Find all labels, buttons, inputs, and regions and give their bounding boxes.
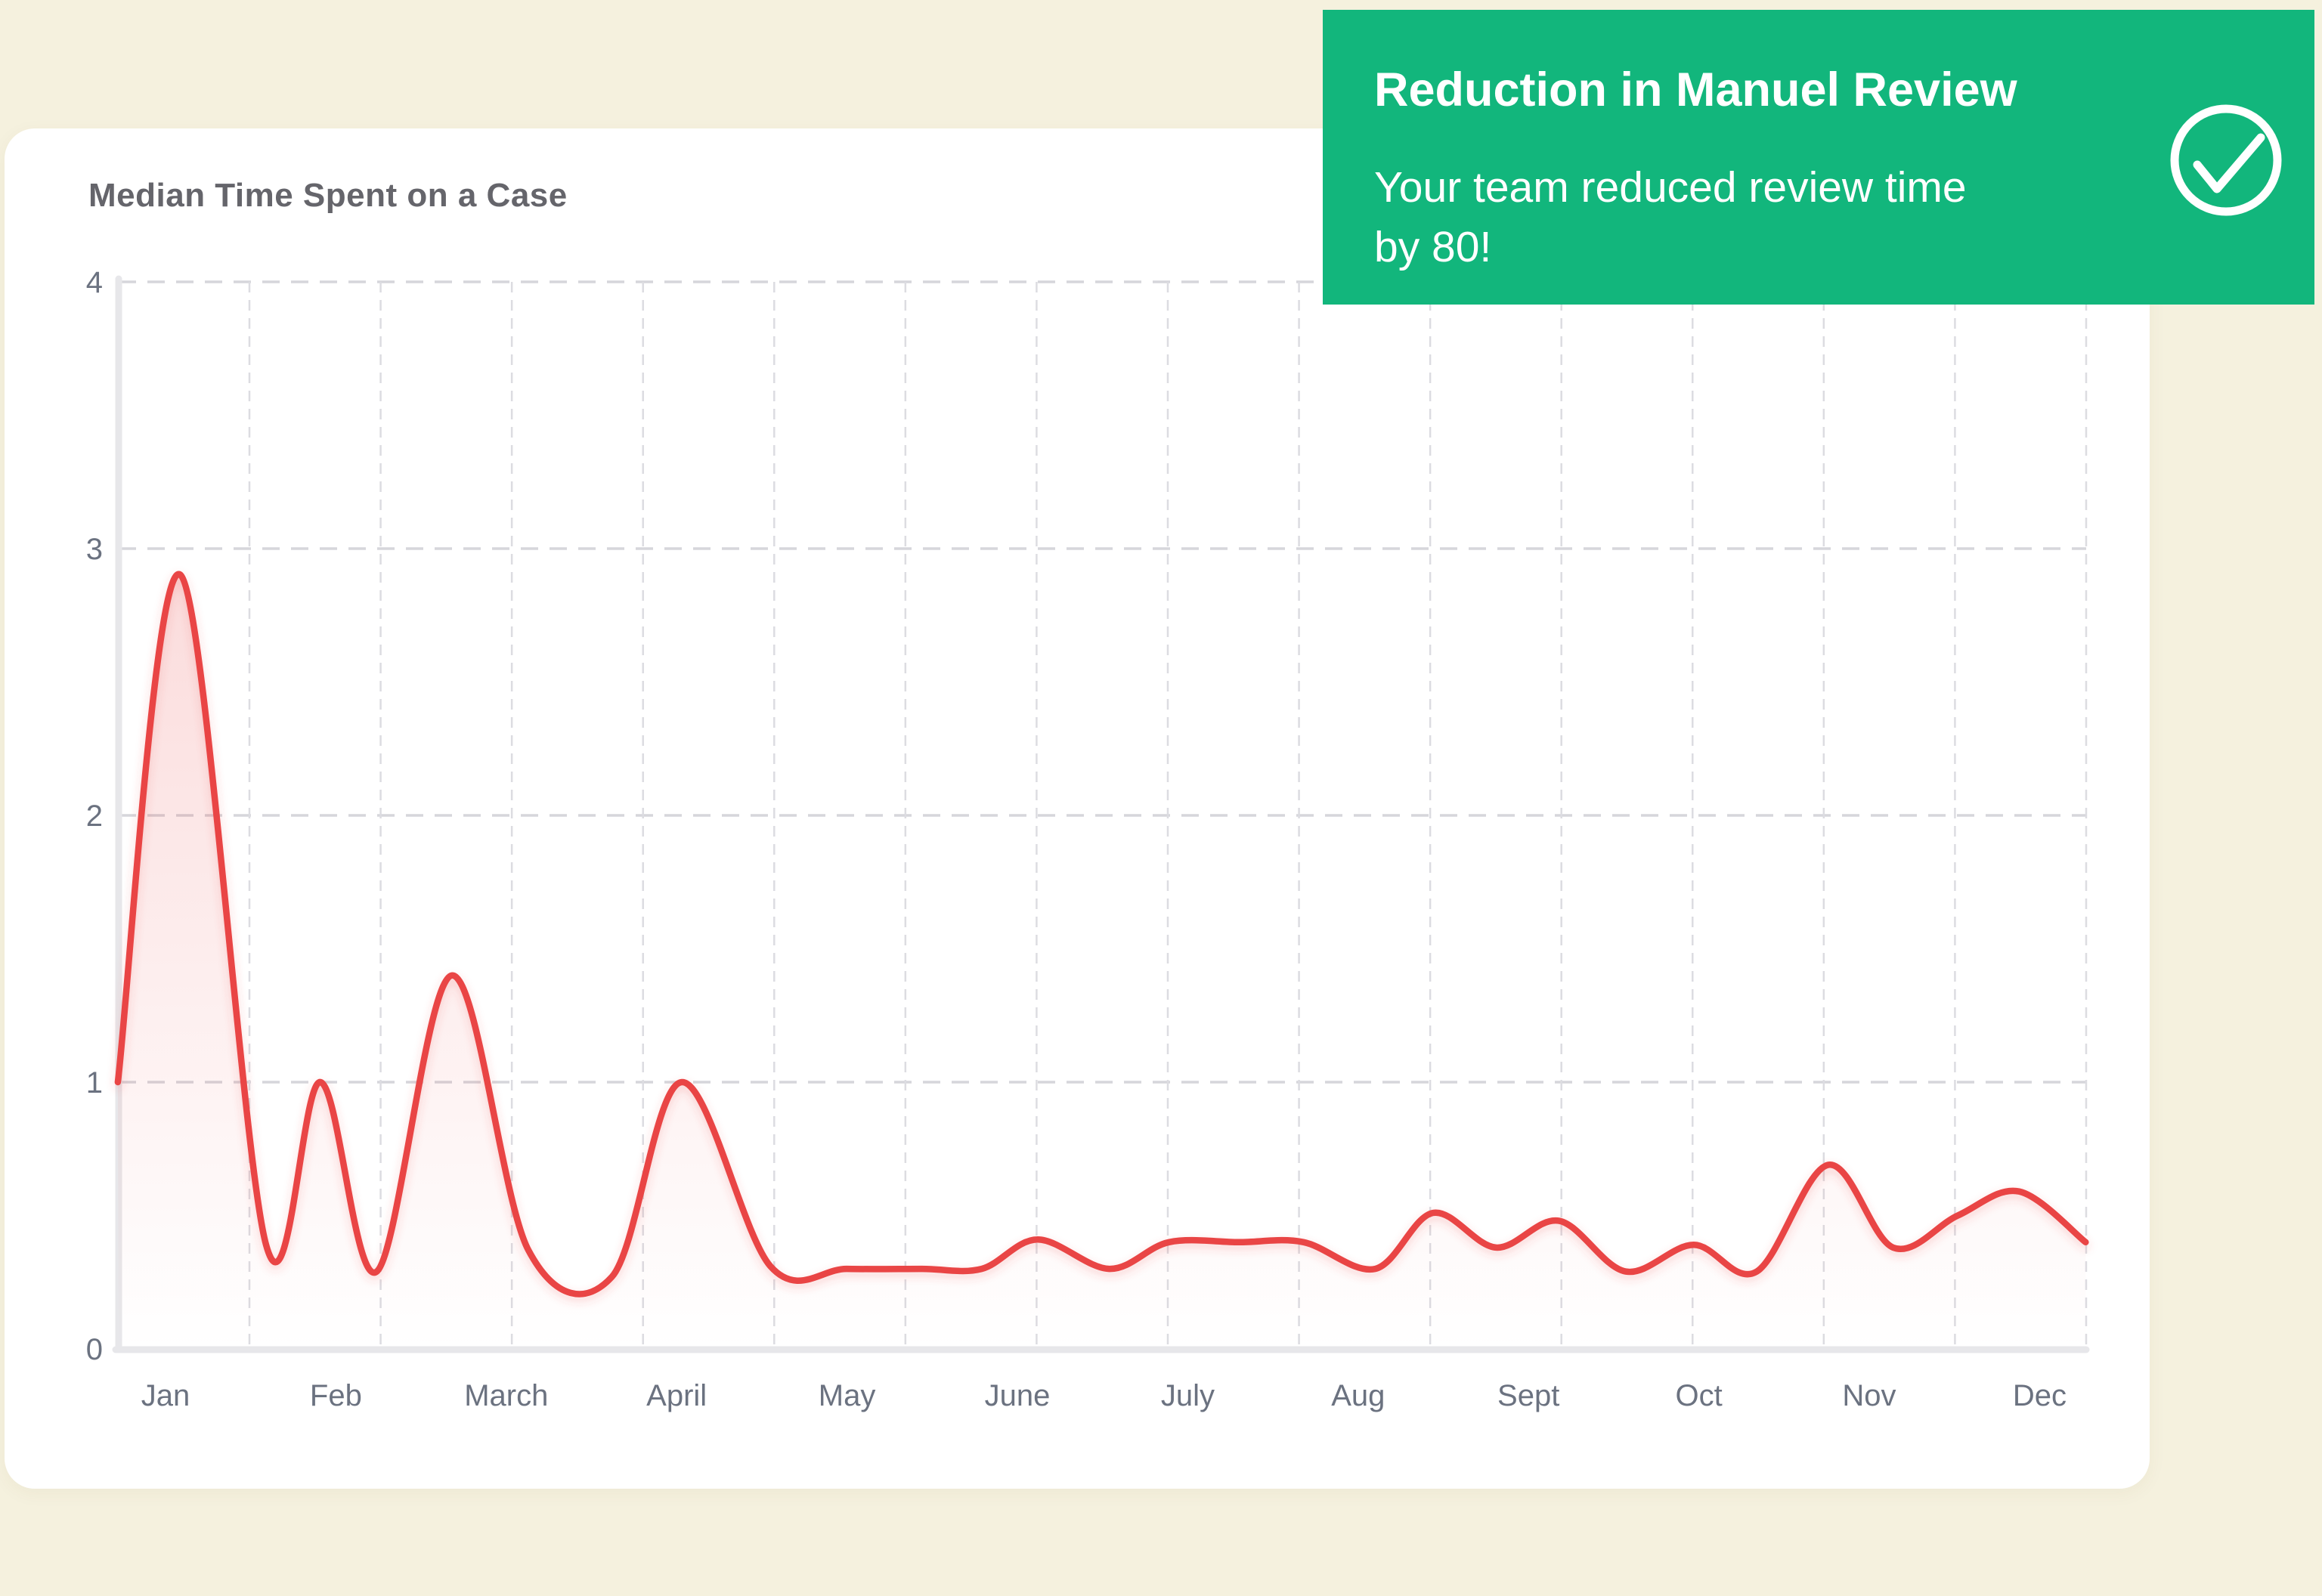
x-axis-label: Jan bbox=[141, 1379, 190, 1412]
series-area bbox=[117, 574, 2087, 1350]
toast-message: Your team reduced review time by 80! bbox=[1374, 158, 2138, 277]
y-axis-label: 4 bbox=[86, 266, 103, 299]
x-axis-label: Feb bbox=[310, 1379, 362, 1412]
label-layer: 0 1 2 3 4 Jan Feb March April May June July Aug Sept O… bbox=[86, 266, 2067, 1412]
x-axis-label: March bbox=[464, 1379, 548, 1412]
check-circle-icon bbox=[2170, 104, 2282, 216]
x-axis-label: Oct bbox=[1675, 1379, 1722, 1412]
x-axis-label: Dec bbox=[2013, 1379, 2067, 1412]
toast-message-line1: Your team reduced review time bbox=[1374, 163, 1967, 212]
y-axis-label: 2 bbox=[86, 800, 103, 833]
toast-message-line2: by 80! bbox=[1374, 223, 1492, 271]
y-axis-label: 3 bbox=[86, 533, 103, 566]
x-axis-label: July bbox=[1161, 1379, 1215, 1412]
y-axis-label: 1 bbox=[86, 1066, 103, 1100]
success-toast[interactable]: Reduction in Manuel Review Your team red… bbox=[1323, 10, 2314, 305]
x-axis-label: Aug bbox=[1331, 1379, 1385, 1412]
x-axis-label: Nov bbox=[1842, 1379, 1896, 1412]
series-line bbox=[114, 571, 2089, 1298]
x-axis-label: June bbox=[985, 1379, 1051, 1412]
x-axis-label: May bbox=[819, 1379, 876, 1412]
x-axis-label: April bbox=[646, 1379, 707, 1412]
series-layer bbox=[114, 571, 2089, 1350]
chart-title: Median Time Spent on a Case bbox=[88, 177, 568, 214]
x-axis-label: Sept bbox=[1497, 1379, 1559, 1412]
toast-title: Reduction in Manuel Review bbox=[1374, 63, 2017, 116]
y-axis-label: 0 bbox=[86, 1333, 103, 1366]
